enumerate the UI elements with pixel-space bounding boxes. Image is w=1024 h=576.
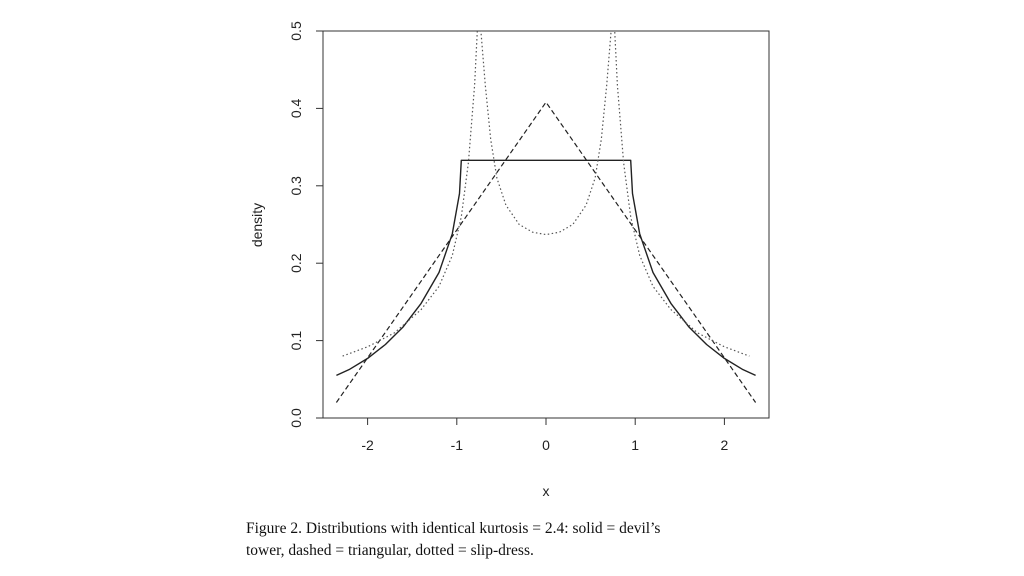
x-axis: -2 -1 0 1 2 [361, 418, 729, 453]
y-tick-label: 0.1 [288, 331, 304, 351]
series-layer [335, 31, 757, 403]
x-axis-label: x [543, 483, 550, 499]
x-tick-label: -2 [361, 437, 374, 453]
series-dashed-line [335, 101, 757, 403]
x-tick-label: 1 [631, 437, 639, 453]
y-tick-label: 0.2 [288, 253, 304, 273]
plot-frame [322, 30, 770, 419]
x-tick-label: 0 [542, 437, 550, 453]
density-plot: -2 -1 0 1 2 0.0 0.1 0.2 0.3 0.4 0.5 x density [249, 21, 770, 499]
y-tick-label: 0.4 [288, 98, 304, 118]
caption-line-2: tower, dashed = triangular, dotted = sli… [246, 542, 534, 559]
y-tick-label: 0.3 [288, 176, 304, 196]
series-solid-line [336, 159, 756, 377]
figure-caption: Figure 2. Distributions with identical k… [246, 518, 806, 562]
x-tick-label: -1 [451, 437, 464, 453]
x-tick-label: 2 [721, 437, 729, 453]
series-dotted-line [342, 31, 750, 357]
y-axis-label: density [249, 203, 265, 247]
y-tick-label: 0.0 [288, 408, 304, 428]
y-axis: 0.0 0.1 0.2 0.3 0.4 0.5 [288, 21, 323, 428]
y-tick-label: 0.5 [288, 21, 304, 41]
caption-line-1: Figure 2. Distributions with identical k… [246, 520, 661, 537]
